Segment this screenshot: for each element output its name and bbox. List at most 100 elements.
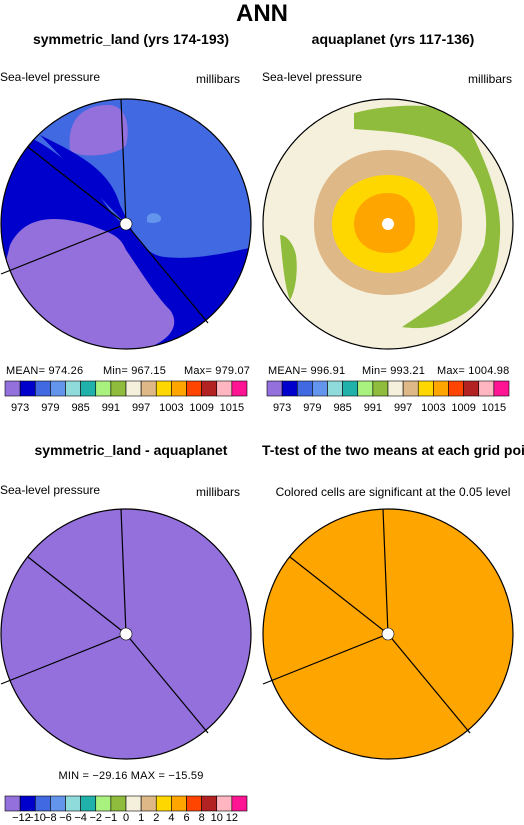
panel3-units-label: millibars bbox=[196, 485, 241, 499]
colorbar-swatch bbox=[201, 380, 218, 397]
colorbar-tick-label: 12 bbox=[225, 812, 238, 824]
colorbar-tick-label: 985 bbox=[333, 402, 352, 414]
colorbar-tick-label: 1003 bbox=[421, 402, 446, 414]
colorbar-swatch bbox=[65, 380, 81, 397]
colorbar-swatch bbox=[216, 380, 233, 397]
colorbar-swatch bbox=[34, 380, 51, 397]
panel4-polar-map bbox=[262, 508, 514, 760]
panel2-pole-hole bbox=[382, 218, 394, 230]
page-title: ANN bbox=[236, 0, 288, 27]
panel1-outline bbox=[0, 98, 252, 350]
colorbar-swatch bbox=[357, 380, 374, 397]
panel3-outline bbox=[0, 508, 252, 760]
colorbar-swatch bbox=[155, 795, 172, 812]
colorbar-swatch bbox=[4, 795, 21, 812]
colorbar-tick-label: 8 bbox=[198, 812, 205, 824]
colorbar-tick-label: 973 bbox=[10, 402, 30, 414]
panel4-title: T-test of the two means at each grid poi… bbox=[262, 442, 524, 458]
panel2-min: Min= 993.21 bbox=[362, 365, 426, 377]
colorbar-swatch bbox=[19, 380, 36, 397]
colorbar-swatch bbox=[493, 380, 510, 397]
panel3-title: symmetric_land - aquaplanet bbox=[34, 442, 228, 458]
colorbar-swatch bbox=[50, 380, 66, 397]
panel1-colorbar bbox=[4, 380, 248, 397]
panel1-field-973-north bbox=[69, 105, 128, 156]
colorbar-swatch bbox=[19, 795, 36, 812]
colorbar-swatch bbox=[186, 795, 202, 812]
colorbar-swatch bbox=[4, 380, 21, 397]
panel3-colorbar bbox=[4, 795, 248, 812]
colorbar-tick-label: 6 bbox=[183, 812, 190, 824]
colorbar-tick-label: 997 bbox=[131, 402, 151, 414]
colorbar-swatch bbox=[34, 795, 51, 812]
colorbar-swatch bbox=[140, 795, 157, 812]
colorbar-swatch bbox=[231, 380, 248, 397]
colorbar-swatch bbox=[95, 380, 112, 397]
colorbar-tick-label: 0 bbox=[122, 812, 130, 824]
panel1-boundary-line bbox=[0, 223, 127, 275]
colorbar-swatch bbox=[463, 380, 480, 397]
colorbar-tick-label: 1015 bbox=[219, 402, 245, 414]
panel2-variable-label: Sea-level pressure bbox=[262, 70, 363, 84]
panel1-title: symmetric_land (yrs 174-193) bbox=[32, 31, 230, 47]
colorbar-swatch bbox=[140, 380, 157, 397]
panel1-units-label: millibars bbox=[196, 72, 241, 86]
colorbar-swatch bbox=[110, 795, 127, 812]
colorbar-swatch bbox=[231, 795, 248, 812]
panel3-variable-label: Sea-level pressure bbox=[0, 483, 101, 497]
panel2-title: aquaplanet (yrs 117-136) bbox=[311, 31, 475, 47]
panel1-field-979-blob bbox=[147, 213, 162, 223]
panel2-units-label: millibars bbox=[468, 72, 513, 86]
panel4-note: Colored cells are significant at the 0.0… bbox=[275, 485, 511, 499]
panel3-boundary-line bbox=[0, 633, 127, 685]
colorbar-swatch bbox=[312, 380, 328, 397]
panel4-pole-hole bbox=[381, 627, 395, 641]
colorbar-tick-label: −12 bbox=[12, 812, 31, 824]
panel2-outline bbox=[262, 98, 514, 350]
panel1-pole-hole bbox=[119, 217, 133, 231]
panel2-polar-map bbox=[262, 98, 514, 350]
panel3-pole-hole bbox=[119, 627, 133, 641]
colorbar-tick-label: 1009 bbox=[189, 402, 214, 414]
panel2-mean: MEAN= 996.91 bbox=[268, 365, 346, 377]
colorbar-tick-label: 10 bbox=[210, 812, 223, 824]
colorbar-swatch bbox=[155, 380, 172, 397]
panel1-polar-map bbox=[0, 98, 252, 350]
colorbar-swatch bbox=[296, 380, 313, 397]
panel1-boundary-line bbox=[120, 98, 127, 225]
colorbar-tick-label: 979 bbox=[41, 402, 60, 414]
colorbar-tick-label: 4 bbox=[168, 812, 175, 824]
panel2-max: Max= 1004.98 bbox=[437, 365, 510, 377]
panel1-mean: MEAN= 974.26 bbox=[6, 365, 84, 377]
colorbar-tick-label: 991 bbox=[101, 402, 121, 414]
colorbar-swatch bbox=[110, 380, 127, 397]
colorbar-tick-label: 997 bbox=[393, 402, 413, 414]
panel3-boundary-line bbox=[125, 633, 209, 734]
colorbar-swatch bbox=[281, 380, 298, 397]
colorbar-tick-label: 1015 bbox=[481, 402, 507, 414]
colorbar-swatch bbox=[80, 380, 97, 397]
colorbar-swatch bbox=[65, 795, 81, 812]
panel3-polar-map bbox=[0, 508, 252, 760]
colorbar-tick-label: 985 bbox=[71, 402, 90, 414]
colorbar-swatch bbox=[402, 380, 419, 397]
panel2-field-994-east bbox=[354, 105, 501, 329]
colorbar-swatch bbox=[95, 795, 112, 812]
panel4-outline bbox=[262, 508, 514, 760]
panel2-colorbar bbox=[266, 380, 510, 397]
panel3-boundary-line bbox=[120, 508, 127, 635]
colorbar-tick-label: 1003 bbox=[159, 402, 184, 414]
panel4-boundary-line bbox=[289, 556, 389, 635]
colorbar-tick-label: −4 bbox=[74, 812, 87, 824]
colorbar-tick-label: −6 bbox=[59, 812, 72, 824]
panel3-boundary-line bbox=[27, 556, 127, 635]
colorbar-tick-label: 973 bbox=[272, 402, 292, 414]
colorbar-swatch bbox=[171, 795, 187, 812]
panel1-boundary-line bbox=[27, 146, 127, 225]
colorbar-tick-label: −8 bbox=[44, 812, 57, 824]
colorbar-swatch bbox=[266, 380, 283, 397]
colorbar-swatch bbox=[433, 380, 449, 397]
colorbar-tick-label: 1009 bbox=[451, 402, 476, 414]
panel2-field-994-west bbox=[280, 235, 297, 300]
colorbar-swatch bbox=[201, 795, 218, 812]
